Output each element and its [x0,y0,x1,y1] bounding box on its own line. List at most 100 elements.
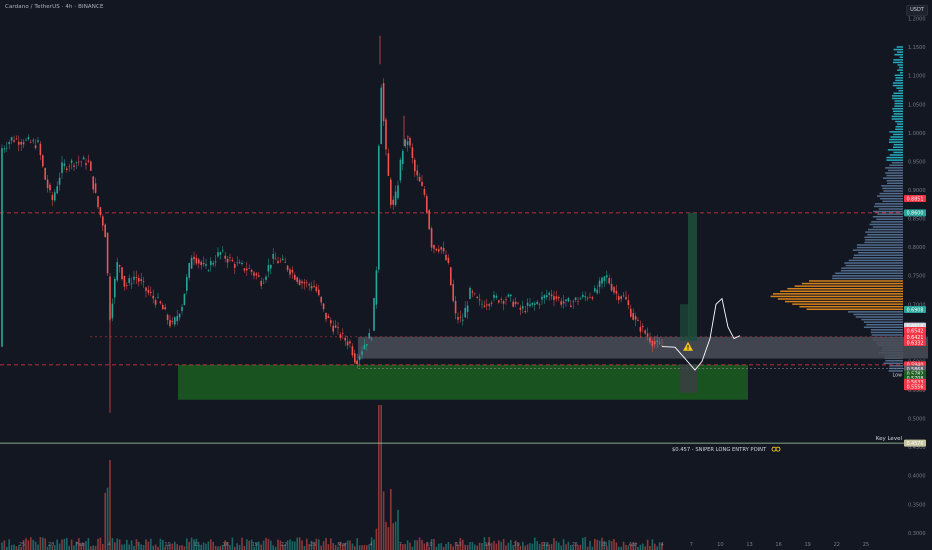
candle-body [632,313,634,320]
volume-profile-bar [882,177,903,179]
volume-bar [176,544,178,550]
price-label-text: 0.6618 [907,324,924,330]
warning-icon-mark: ! [687,345,690,352]
volume-bar [553,538,555,550]
volume-bar [598,540,601,550]
candle-body [435,248,438,251]
candle-body [121,267,123,280]
x-tick-label: 19 [252,542,258,548]
volume-bar [517,543,519,550]
candle-body [325,312,327,320]
volume-bar [390,488,392,550]
volume-bar [109,460,111,550]
volume-bar [459,537,462,550]
candle-body [618,296,620,301]
volume-profile-bar [895,120,903,123]
volume-bar [66,537,68,550]
candle-body [548,292,550,295]
candle-body [315,286,318,292]
candle-body [258,275,260,277]
candle-body [418,176,421,182]
volume-bar [574,543,577,550]
volume-bar [409,542,411,550]
candle-body [654,341,656,345]
volume-bar [507,542,510,550]
volume-bar [202,542,205,550]
candle-body [625,297,627,300]
volume-bar [529,543,531,550]
candle-body [289,269,291,275]
price-label-box [904,195,926,203]
volume-profile-bar [892,110,903,113]
y-tick-label: 0.4500 [908,445,926,451]
candle-body [162,304,164,310]
x-tick-label: 16 [484,542,490,548]
price-axis: 1.2000 1.1500 1.1000 1.0500 1.0000 0.9500 0.90… [904,17,926,537]
candle-body [6,147,8,149]
volume-bar [32,539,34,550]
candle-body [63,163,66,166]
candle-body [106,232,109,274]
candle-body [195,257,198,264]
volume-profile-bar [894,53,903,56]
volume-bar [370,537,373,550]
volume-profile-bar [780,290,903,293]
candle-body [56,186,58,194]
candle-body [390,179,392,205]
candle-body [486,304,488,306]
candle-body [637,320,639,321]
volume-profile-bar [892,107,903,110]
volume-profile-bar [893,59,903,61]
x-tick-label: 7 [399,542,402,548]
candle-body [586,297,589,299]
candle-body [39,143,42,155]
volume-profile-bar [876,195,903,197]
candle-body [114,278,116,298]
volume-bar [70,539,73,550]
volume-bar [18,545,20,550]
volume-bar [397,509,399,550]
candle-body [397,185,399,199]
volume-bar [255,542,258,550]
candle-body [519,307,522,310]
volume-profile-bar [885,172,903,174]
price-label-text: 0.8600 [907,211,924,217]
position-target-bar-small [680,304,689,341]
candle-body [3,148,6,150]
volume-profile-bar [893,48,903,51]
volume-profile-bar [883,190,903,192]
candle-body [462,319,464,321]
candle-body [445,254,447,260]
candle-body [159,301,162,304]
volume-bar [313,542,315,550]
volume-profile-bar [893,92,903,95]
candle-body [265,276,267,280]
x-tick-label: 4 [370,542,373,548]
volume-profile-bar [863,321,903,323]
volume-profile-bar [881,185,903,187]
volume-profile-bar [886,174,903,177]
volume-bar [548,544,550,550]
volume-profile-bar [844,262,903,264]
volume-bar [51,545,54,550]
volume-bar [44,538,46,550]
candle-body [558,297,560,299]
currency-button[interactable]: USDT [906,5,928,16]
volume-bar [142,545,145,550]
volume-bar [354,546,356,550]
volume-bar [246,539,248,550]
volume-profile-bar [864,236,903,239]
candle-body [584,296,586,298]
volume-bar [85,541,87,550]
volume-bar [620,546,622,550]
candle-body [176,316,178,322]
candle-body [241,262,243,265]
candle-body [541,296,543,300]
volume-bar [291,541,294,550]
volume-bar [361,545,363,550]
volume-profile-bar [889,164,903,167]
volume-bar [603,540,606,550]
x-tick-label: 22 [834,542,840,548]
volume-bar [138,543,140,550]
